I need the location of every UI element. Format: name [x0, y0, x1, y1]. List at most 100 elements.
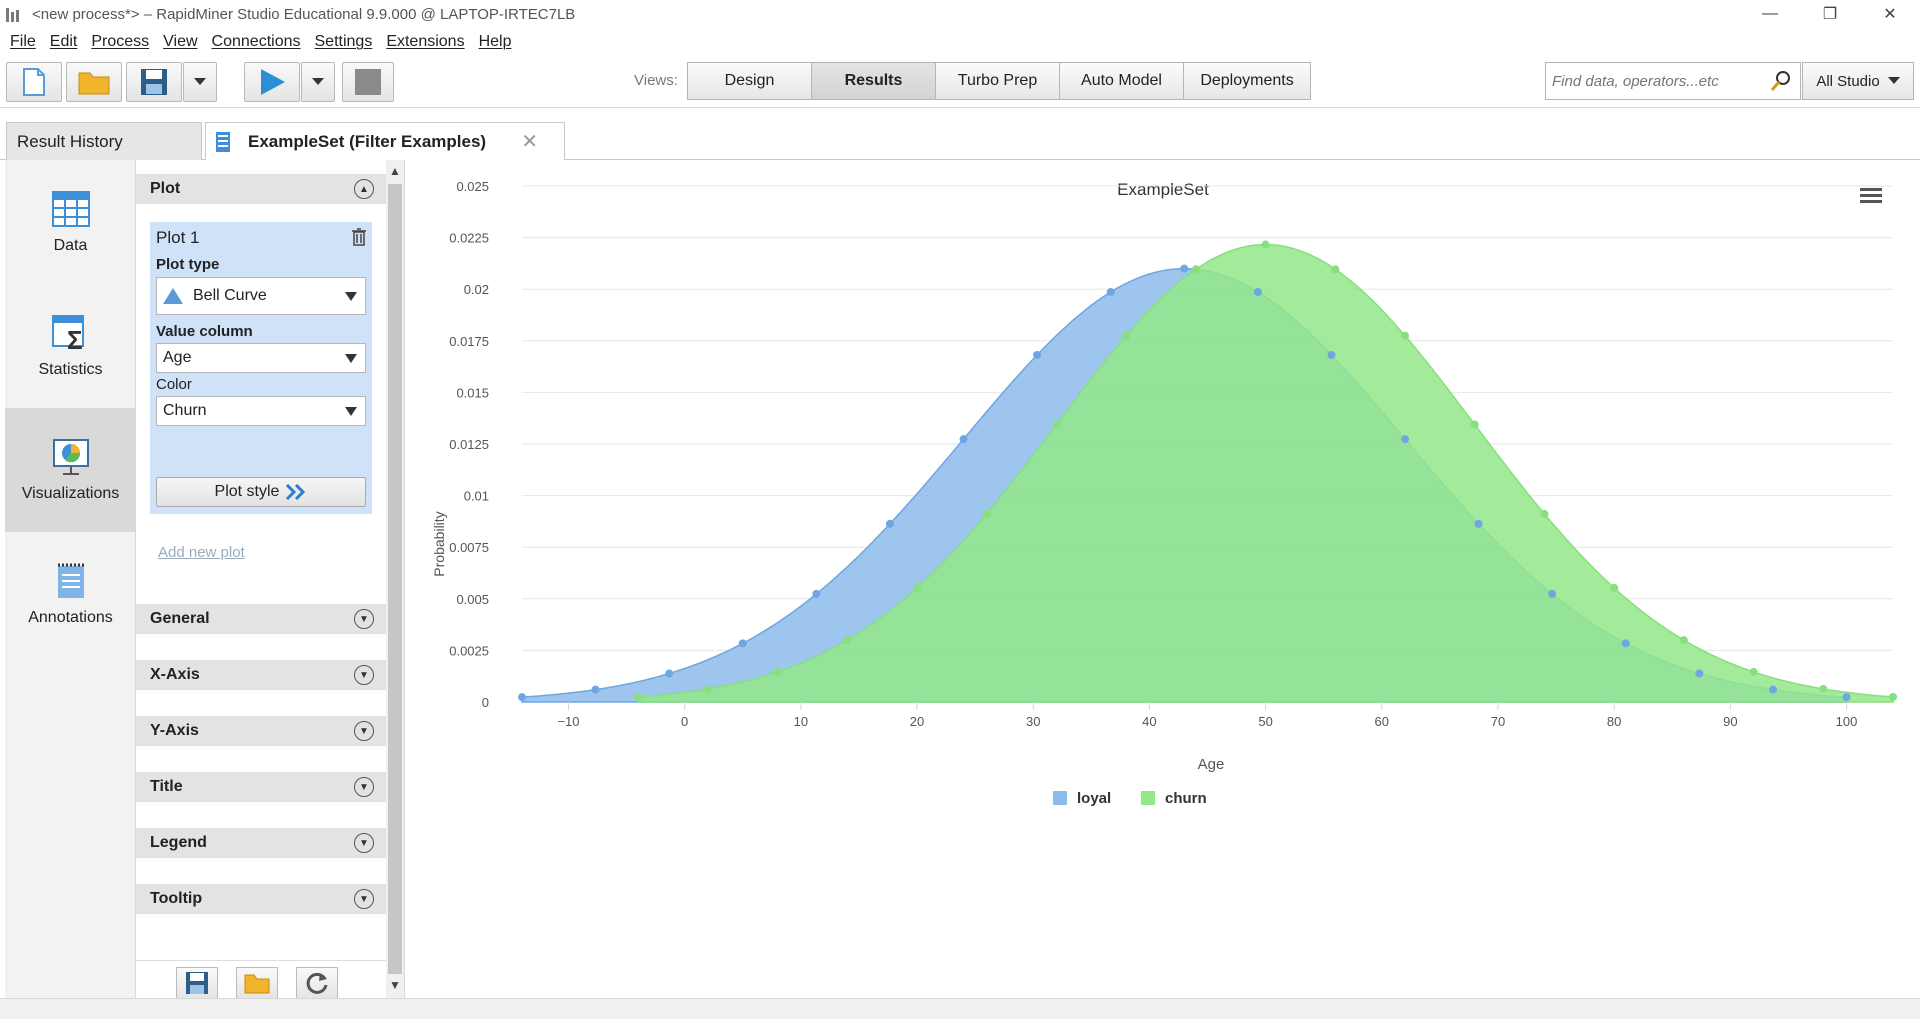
series-point-churn	[1540, 509, 1549, 518]
add-new-plot-link[interactable]: Add new plot	[158, 544, 245, 561]
section-plot[interactable]: Plot ▲	[136, 174, 386, 204]
save-process-button[interactable]	[126, 62, 182, 102]
expand-chevron-icon[interactable]: ▼	[354, 609, 374, 629]
result-view-nav: Data Σ Statistics Visualizations Annotat…	[5, 160, 136, 998]
run-process-button[interactable]	[244, 62, 300, 102]
view-auto-model-button[interactable]: Auto Model	[1059, 62, 1184, 100]
menu-process[interactable]: Process	[91, 33, 150, 50]
config-scrollbar[interactable]: ▲ ▼	[386, 160, 404, 998]
nav-visualizations[interactable]: Visualizations	[5, 408, 136, 532]
search-icon[interactable]	[1770, 70, 1792, 92]
view-turbo-prep-button[interactable]: Turbo Prep	[935, 62, 1060, 100]
stop-process-button[interactable]	[342, 62, 394, 102]
x-tick-label: 100	[1836, 714, 1858, 729]
series-point-loyal	[1768, 685, 1777, 694]
x-tick-label: 40	[1142, 714, 1156, 729]
series-point-churn	[703, 684, 712, 693]
plot-type-value: Bell Curve	[193, 287, 267, 304]
menu-file[interactable]: File	[10, 33, 36, 50]
view-design-button[interactable]: Design	[687, 62, 812, 100]
series-point-loyal	[665, 669, 674, 678]
nav-data[interactable]: Data	[5, 160, 136, 284]
open-process-button[interactable]	[66, 62, 122, 102]
save-dropdown-button[interactable]	[183, 62, 217, 102]
plot-name: Plot 1	[156, 228, 200, 247]
restore-button[interactable]: ❐	[1822, 6, 1838, 23]
scroll-down-icon[interactable]: ▼	[389, 978, 401, 992]
view-results-button[interactable]: Results	[811, 62, 936, 100]
open-config-button[interactable]	[236, 967, 278, 999]
bell-curve-chart: 0 0.0025 0.005 0.0075 0.01 0.0125 0.015 0.0175 0…	[431, 179, 1897, 807]
status-bar	[0, 998, 1920, 1019]
y-tick-label: 0.005	[456, 592, 489, 607]
close-window-button[interactable]: ✕	[1883, 6, 1897, 23]
rapidminer-logo-icon	[6, 6, 22, 22]
section-y-axis[interactable]: Y-Axis ▼	[136, 716, 386, 746]
color-select[interactable]: Churn	[156, 396, 366, 426]
chevron-down-icon	[345, 292, 357, 301]
series-point-churn	[1261, 240, 1270, 249]
folder-icon	[78, 72, 110, 95]
tab-result-history[interactable]: Result History	[6, 122, 202, 160]
x-tick-label: 20	[910, 714, 924, 729]
close-tab-icon[interactable]: ✕	[521, 131, 538, 153]
menu-extensions[interactable]: Extensions	[386, 33, 465, 50]
series-point-loyal	[885, 519, 894, 528]
plot-style-button[interactable]: Plot style	[156, 477, 366, 507]
refresh-icon	[306, 972, 328, 994]
menu-help[interactable]: Help	[478, 33, 512, 50]
series-point-churn	[1331, 265, 1340, 274]
run-dropdown-button[interactable]	[301, 62, 335, 102]
minimize-button[interactable]: —	[1762, 5, 1778, 22]
scroll-thumb[interactable]	[388, 184, 402, 974]
section-label: Legend	[150, 834, 207, 851]
series-point-churn	[1679, 636, 1688, 645]
tab-label: Result History	[17, 131, 123, 151]
search-input[interactable]	[1552, 72, 1762, 90]
menu-settings[interactable]: Settings	[314, 33, 373, 50]
expand-chevron-icon[interactable]: ▼	[354, 777, 374, 797]
section-label: Title	[150, 778, 183, 795]
series-point-churn	[1191, 265, 1200, 274]
title-bar: <new process*> – RapidMiner Studio Educa…	[0, 0, 1920, 28]
new-process-button[interactable]	[6, 62, 62, 102]
expand-chevron-icon[interactable]: ▼	[354, 665, 374, 685]
section-plot-label: Plot	[150, 180, 181, 197]
nav-statistics[interactable]: Σ Statistics	[5, 284, 136, 408]
tab-exampleset[interactable]: ExampleSet (Filter Examples) ✕	[205, 122, 565, 161]
x-tick-label: 10	[794, 714, 808, 729]
legend-swatch-loyal	[1053, 791, 1067, 805]
x-tick-label: 80	[1607, 714, 1621, 729]
collapse-chevron-icon[interactable]: ▲	[354, 179, 374, 199]
y-tick-label: 0.0025	[449, 643, 489, 658]
expand-chevron-icon[interactable]: ▼	[354, 833, 374, 853]
section-label: General	[150, 610, 210, 627]
expand-chevron-icon[interactable]: ▼	[354, 721, 374, 741]
section-legend[interactable]: Legend ▼	[136, 828, 386, 858]
menu-edit[interactable]: Edit	[49, 33, 78, 50]
section-title[interactable]: Title ▼	[136, 772, 386, 802]
nav-annotations[interactable]: Annotations	[5, 532, 136, 656]
search-scope-dropdown[interactable]: All Studio	[1802, 62, 1914, 100]
scroll-up-icon[interactable]: ▲	[389, 164, 401, 178]
trash-icon[interactable]	[352, 228, 366, 246]
menu-connections[interactable]: Connections	[211, 33, 301, 50]
series-point-loyal	[1033, 350, 1042, 359]
series-point-churn	[1052, 420, 1061, 429]
chart-menu-icon[interactable]	[1860, 188, 1882, 204]
reset-config-button[interactable]	[296, 967, 338, 999]
section-general[interactable]: General ▼	[136, 604, 386, 634]
view-deployments-button[interactable]: Deployments	[1183, 62, 1311, 100]
expand-chevron-icon[interactable]: ▼	[354, 889, 374, 909]
window-title: <new process*> – RapidMiner Studio Educa…	[32, 5, 576, 23]
value-column-select[interactable]: Age	[156, 343, 366, 373]
menu-view[interactable]: View	[163, 33, 198, 50]
global-search	[1545, 62, 1801, 100]
config-bottom-bar	[136, 960, 386, 999]
section-tooltip[interactable]: Tooltip ▼	[136, 884, 386, 914]
save-config-button[interactable]	[176, 967, 218, 999]
section-x-axis[interactable]: X-Axis ▼	[136, 660, 386, 690]
plot-type-select[interactable]: Bell Curve	[156, 277, 366, 315]
series-point-churn	[1401, 331, 1410, 340]
folder-icon	[244, 974, 270, 994]
